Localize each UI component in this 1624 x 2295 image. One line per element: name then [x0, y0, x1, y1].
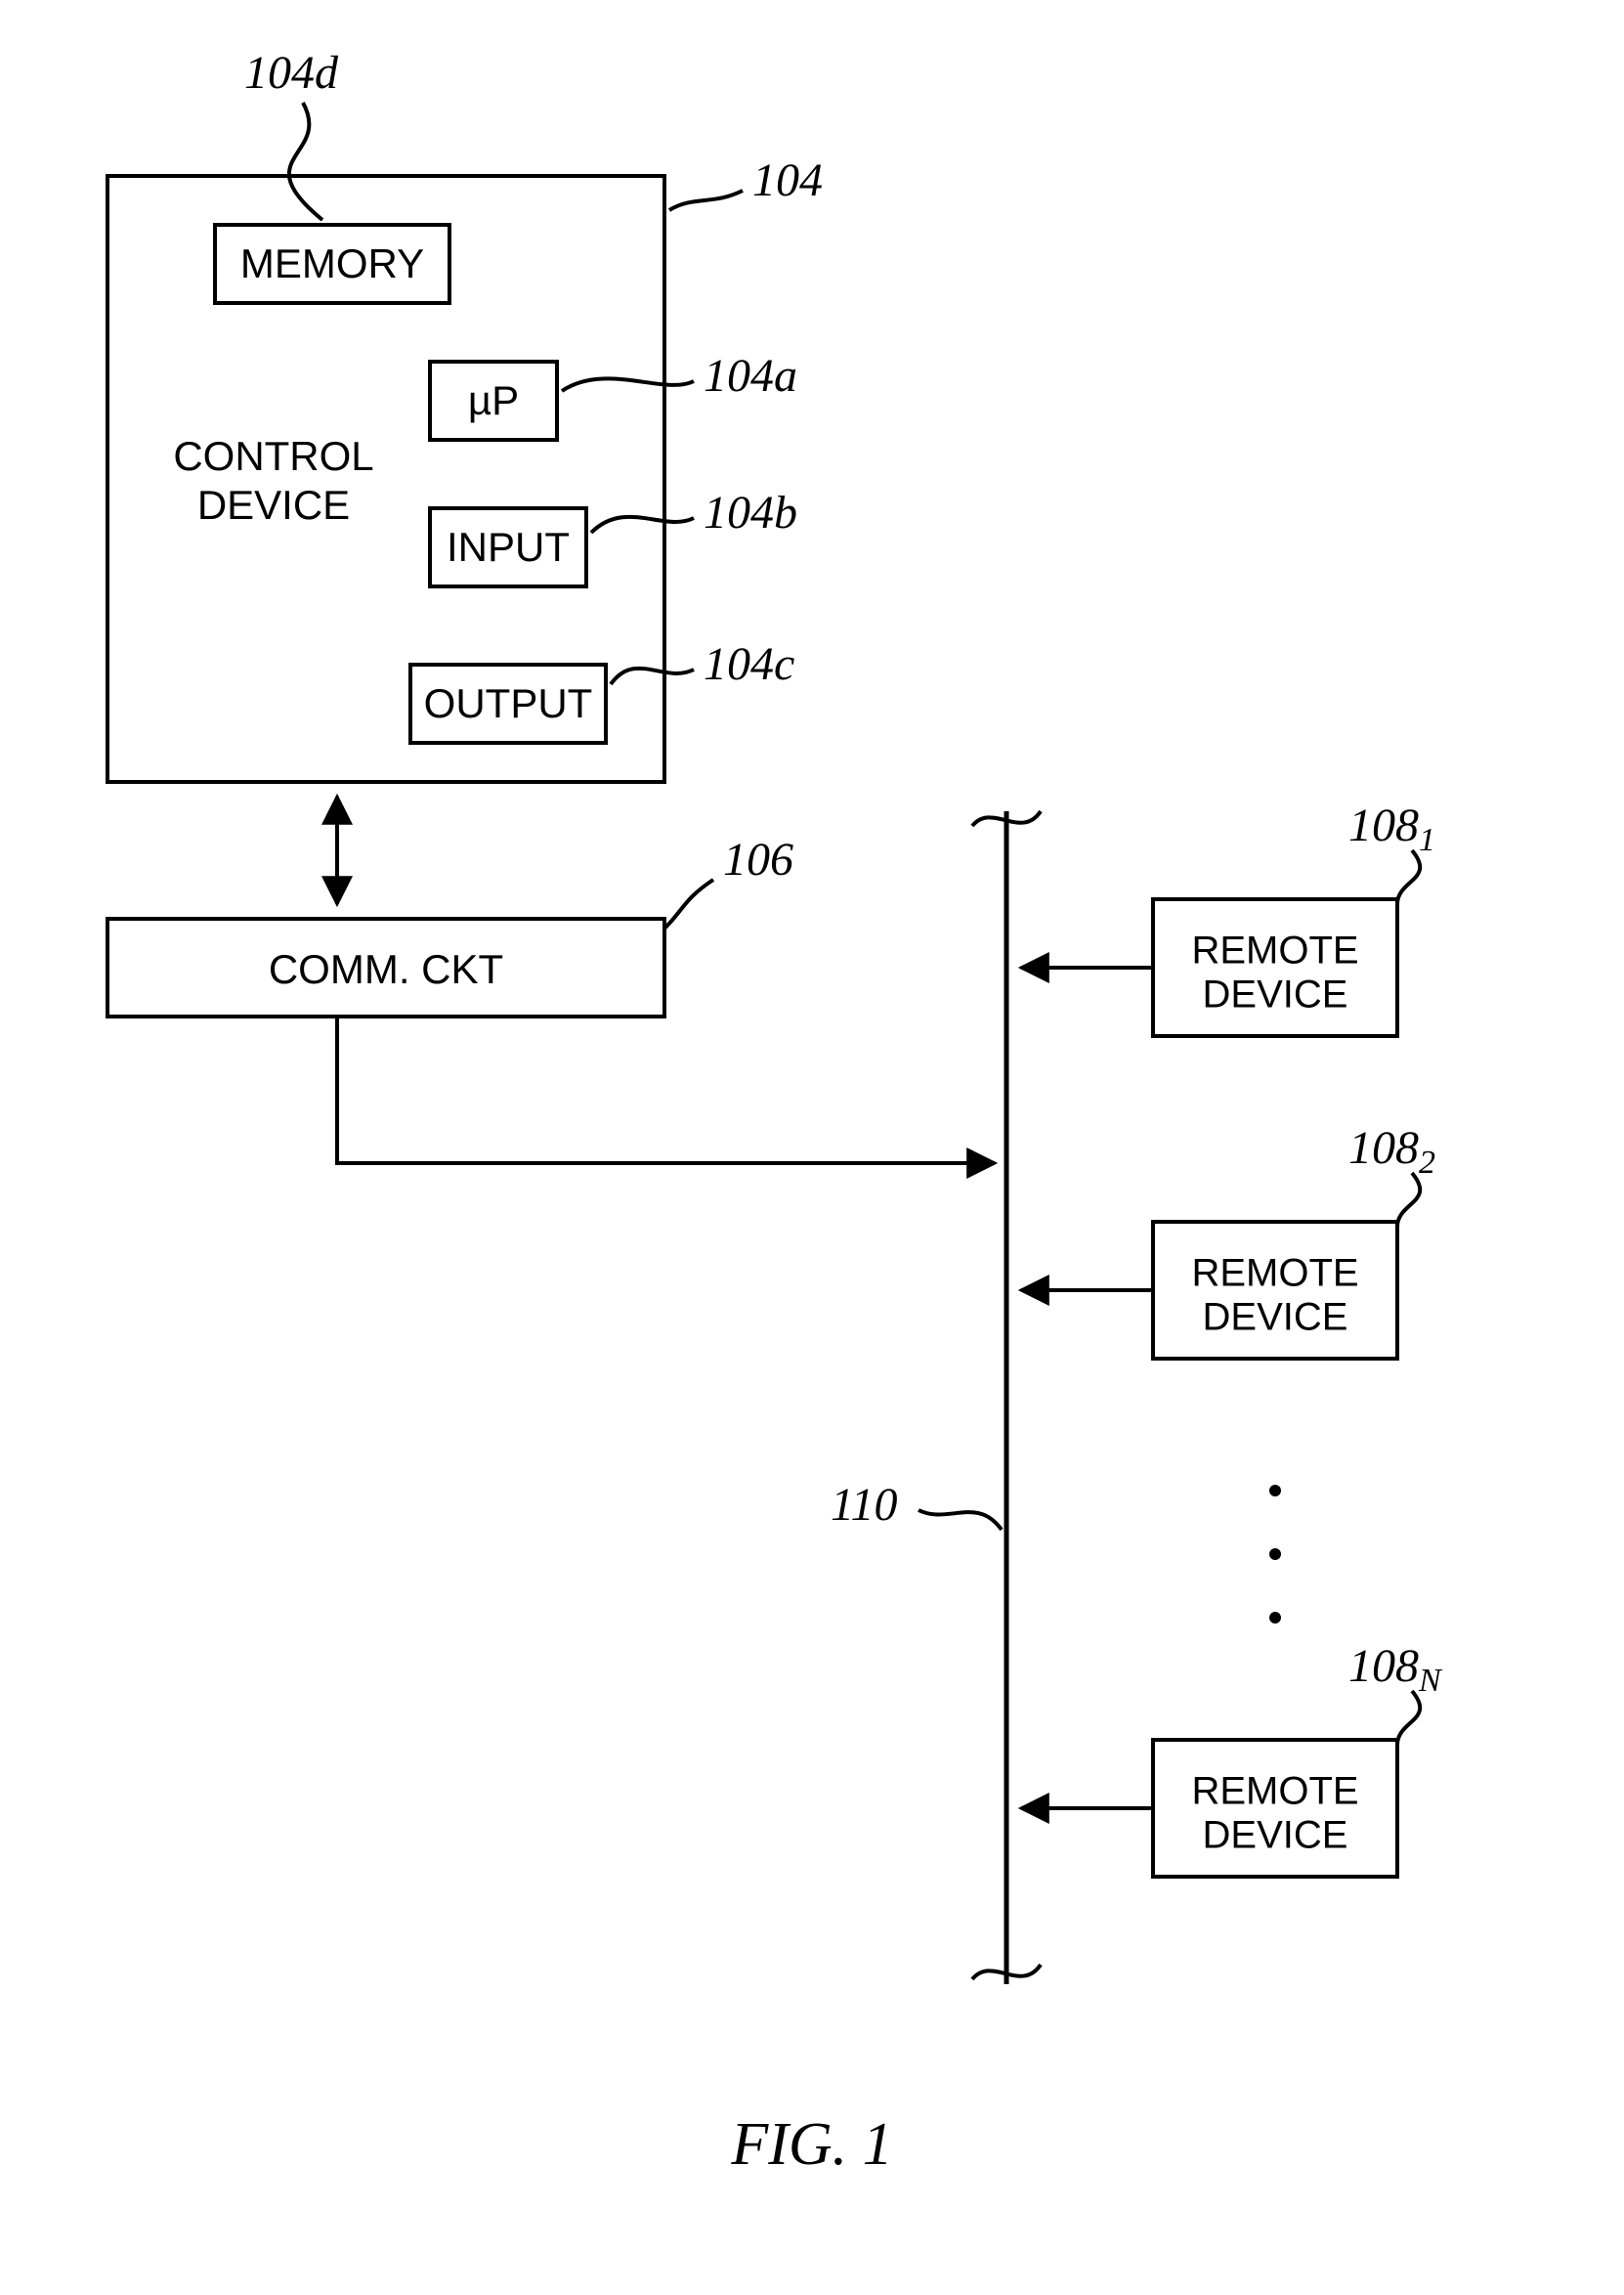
leader-110 — [919, 1510, 1002, 1530]
remote-device-2-label-2: DEVICE — [1203, 1296, 1348, 1339]
diagram-canvas: CONTROL DEVICE MEMORY µP INPUT OUTPUT 10… — [0, 0, 1624, 2295]
memory-label: MEMORY — [240, 240, 424, 286]
ref-108-2: 1082 — [1348, 1122, 1435, 1181]
control-device-label-2: DEVICE — [197, 482, 350, 528]
up-label: µP — [468, 377, 519, 423]
ref-110: 110 — [831, 1479, 897, 1531]
ref-106: 106 — [723, 834, 793, 886]
comm-ckt-label: COMM. CKT — [269, 946, 503, 992]
comm-to-bus — [337, 1017, 995, 1163]
remote-device-1-label-1: REMOTE — [1191, 930, 1358, 973]
leader-108-2 — [1397, 1173, 1420, 1227]
leader-106 — [664, 880, 713, 929]
ref-104b: 104b — [704, 487, 797, 539]
remote-device-n-label-2: DEVICE — [1203, 1814, 1348, 1857]
remote-device-1-label-2: DEVICE — [1203, 974, 1348, 1017]
ref-108-1: 1081 — [1348, 800, 1435, 858]
ellipsis-dot-2 — [1269, 1548, 1281, 1560]
ellipsis-dot-1 — [1269, 1485, 1281, 1496]
figure-label: FIG. 1 — [730, 2111, 892, 2178]
remote-device-n-label-1: REMOTE — [1191, 1770, 1358, 1813]
leader-108-1 — [1397, 850, 1420, 904]
ref-108-n: 108N — [1348, 1640, 1443, 1699]
ref-104: 104 — [752, 154, 823, 206]
control-device-label-1: CONTROL — [173, 433, 373, 479]
ellipsis-dot-3 — [1269, 1612, 1281, 1624]
remote-device-2-label-1: REMOTE — [1191, 1252, 1358, 1295]
leader-104 — [669, 191, 743, 210]
output-label: OUTPUT — [424, 680, 593, 726]
ref-104d: 104d — [244, 47, 339, 99]
leader-108-n — [1397, 1691, 1420, 1745]
ref-104a: 104a — [704, 350, 797, 402]
input-label: INPUT — [447, 524, 570, 570]
ref-104c: 104c — [704, 638, 794, 690]
